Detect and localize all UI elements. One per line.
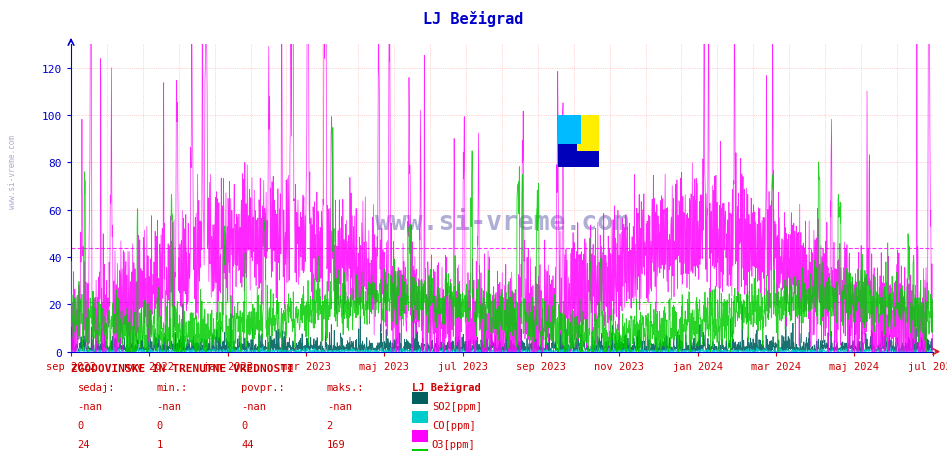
Bar (558, 115, 599, 168)
Text: 0: 0 (156, 420, 163, 430)
Text: LJ Bežigrad: LJ Bežigrad (423, 11, 524, 27)
Bar (577, 115, 599, 152)
Text: CO[ppm]: CO[ppm] (432, 420, 475, 430)
Text: www.si-vreme.com: www.si-vreme.com (375, 210, 629, 236)
Text: 44: 44 (241, 439, 254, 449)
Text: povpr.:: povpr.: (241, 382, 285, 392)
Text: 2: 2 (327, 420, 333, 430)
Text: -nan: -nan (327, 401, 351, 411)
Text: sedaj:: sedaj: (78, 382, 116, 392)
Text: O3[ppm]: O3[ppm] (432, 439, 475, 449)
Text: -nan: -nan (78, 401, 102, 411)
Text: 1: 1 (156, 439, 163, 449)
Text: 0: 0 (241, 420, 248, 430)
Bar (558, 115, 581, 144)
Text: 24: 24 (78, 439, 90, 449)
Text: -nan: -nan (241, 401, 266, 411)
Text: 0: 0 (78, 420, 84, 430)
Text: LJ Bežigrad: LJ Bežigrad (412, 382, 481, 392)
Text: www.si-vreme.com: www.si-vreme.com (8, 134, 17, 208)
Text: ZGODOVINSKE IN TRENUTNE VREDNOSTI: ZGODOVINSKE IN TRENUTNE VREDNOSTI (71, 363, 294, 373)
Text: SO2[ppm]: SO2[ppm] (432, 401, 482, 411)
Text: min.:: min.: (156, 382, 188, 392)
Text: -nan: -nan (156, 401, 181, 411)
Text: maks.:: maks.: (327, 382, 365, 392)
Text: 169: 169 (327, 439, 346, 449)
